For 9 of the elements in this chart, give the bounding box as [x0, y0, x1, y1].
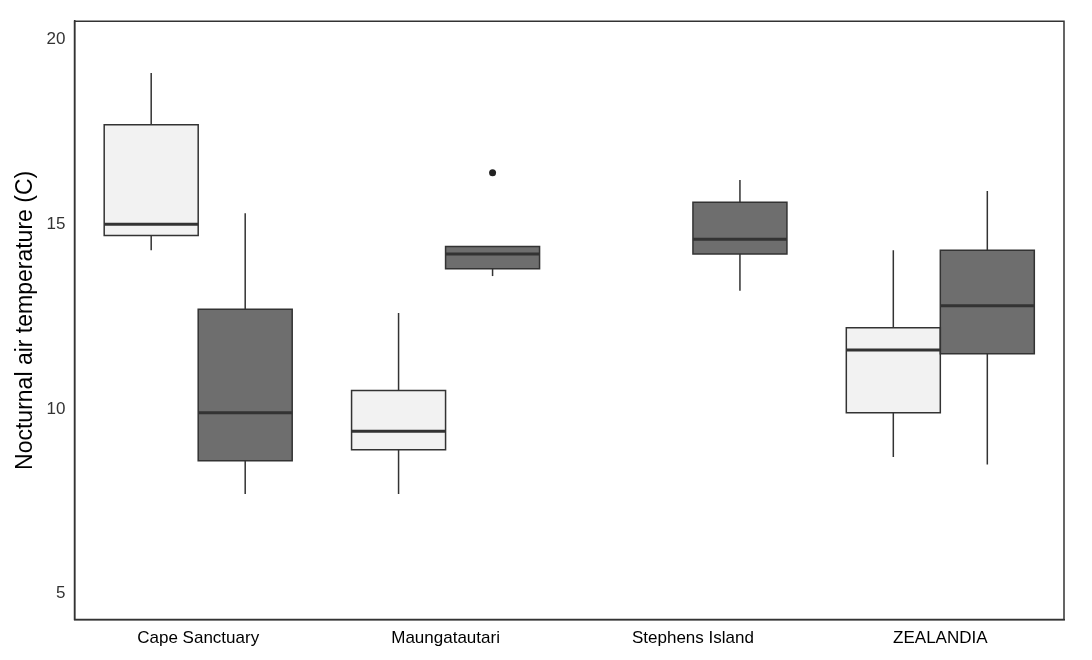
x-tick-label: Stephens Island	[631, 628, 754, 648]
y-tick-label: 10	[46, 398, 66, 418]
x-tick-label: Maungatautari	[391, 628, 500, 648]
y-tick-label: 5	[56, 583, 66, 603]
y-axis-title: Nocturnal air temperature (C)	[11, 170, 38, 470]
y-tick-label: 20	[46, 29, 66, 49]
x-tick-label: ZEALANDIA	[893, 628, 989, 648]
y-tick-label: 15	[46, 214, 66, 234]
x-tick-label: Cape Sanctuary	[137, 628, 260, 648]
